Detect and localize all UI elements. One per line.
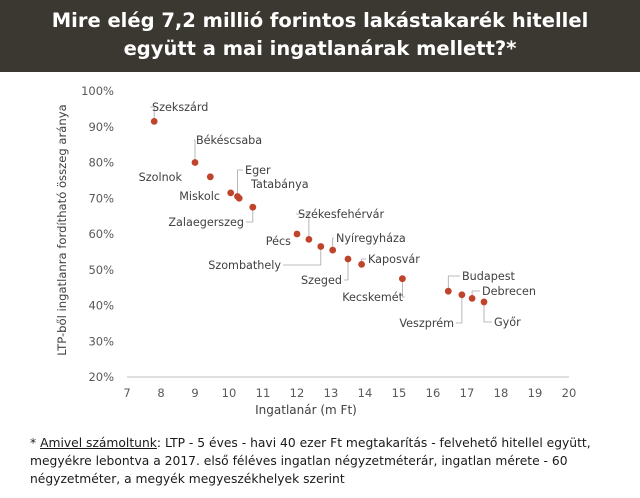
- y-tick-label-30: 30%: [88, 334, 114, 348]
- y-axis-title: LTP-ből ingatlanra fordítható összeg ará…: [55, 104, 69, 355]
- chart-svg: 20% 30% 40% 50% 60% 70% 80% 90% 100% 7 8 9 10 11 12 13 1…: [55, 84, 577, 417]
- y-tick-label-90: 90%: [88, 120, 114, 134]
- data-label-15: Veszprém: [399, 317, 454, 330]
- x-tick-label-10: 10: [222, 386, 237, 400]
- scatter-chart: 20% 30% 40% 50% 60% 70% 80% 90% 100% 7 8 9 10 11 12 13 1…: [0, 72, 640, 432]
- x-tick-label-16: 16: [426, 386, 441, 400]
- data-point-1: [191, 159, 199, 166]
- data-label-12: Kaposvár: [368, 253, 420, 266]
- leader-line-13: [401, 278, 405, 298]
- data-point-15: [458, 291, 466, 299]
- data-point-5: [235, 194, 243, 202]
- data-label-16: Debrecen: [482, 285, 536, 298]
- data-point-10: [329, 246, 337, 254]
- y-tick-label-20: 20%: [88, 370, 114, 384]
- data-label-7: Pécs: [266, 235, 291, 248]
- x-axis-title: Ingatlanár (m Ft): [255, 403, 357, 417]
- data-point-11: [344, 255, 352, 263]
- data-label-2: Szolnok: [139, 171, 183, 184]
- data-label-0: Szekszárd: [152, 101, 208, 114]
- data-label-10: Nyíregyháza: [336, 232, 406, 245]
- data-label-1: Békéscsaba: [196, 134, 262, 147]
- data-point-17: [480, 298, 488, 306]
- title-line-1: Mire elég 7,2 millió forintos lakástakar…: [51, 9, 589, 32]
- x-tick-label-19: 19: [528, 386, 543, 400]
- x-tick-label-12: 12: [290, 386, 305, 400]
- title-banner: Mire elég 7,2 millió forintos lakástakar…: [0, 0, 640, 72]
- data-label-11: Szeged: [301, 274, 342, 287]
- data-label-14: Budapest: [462, 270, 516, 283]
- data-point-0: [150, 117, 158, 125]
- footnote-text: : LTP - 5 éves - havi 40 ezer Ft megtaka…: [30, 436, 591, 486]
- footnote: * Amivel számoltunk: LTP - 5 éves - havi…: [30, 434, 630, 488]
- x-tick-label-18: 18: [494, 386, 509, 400]
- y-tick-label-70: 70%: [88, 191, 114, 205]
- data-label-13: Kecskemét: [342, 291, 403, 304]
- y-tick-label-100: 100%: [81, 84, 114, 98]
- x-tick-label-13: 13: [324, 386, 339, 400]
- y-tick-label-60: 60%: [88, 227, 114, 241]
- data-point-8: [305, 235, 313, 243]
- x-tick-label-7: 7: [123, 386, 130, 400]
- x-tick-label-14: 14: [358, 386, 373, 400]
- data-point-12: [358, 260, 365, 268]
- y-tick-label-50: 50%: [88, 263, 114, 277]
- leader-line-10: [332, 237, 334, 251]
- data-point-7: [293, 230, 301, 238]
- title-line-2: együtt a mai ingatlanárak mellett?*: [123, 37, 517, 60]
- x-tick-label-15: 15: [392, 386, 407, 400]
- x-tick-label-17: 17: [460, 386, 475, 400]
- leader-line-0: [150, 106, 155, 122]
- leader-line-17: [483, 301, 492, 323]
- x-tick-label-20: 20: [562, 386, 577, 400]
- x-tick-label-9: 9: [191, 386, 198, 400]
- data-label-5: Tatabánya: [250, 178, 309, 191]
- x-tick-label-8: 8: [157, 386, 164, 400]
- data-label-4: Eger: [245, 164, 271, 177]
- leader-line-9: [283, 246, 322, 266]
- data-label-8: Székesfehérvár: [298, 208, 385, 221]
- data-point-6: [249, 203, 257, 211]
- data-label-9: Szombathely: [208, 259, 281, 272]
- data-point-16: [468, 294, 476, 302]
- chart-title: Mire elég 7,2 millió forintos lakástakar…: [0, 7, 640, 63]
- leader-line-11: [344, 259, 349, 281]
- data-label-17: Győr: [494, 316, 521, 329]
- leader-line-6: [246, 207, 254, 223]
- y-tick-label-80: 80%: [88, 156, 114, 170]
- data-point-13: [399, 275, 406, 283]
- leader-line-8: [296, 213, 310, 240]
- y-tick-label-40: 40%: [88, 299, 114, 313]
- leader-line-4: [237, 169, 243, 197]
- footnote-star: *: [30, 436, 41, 450]
- x-tick-label-11: 11: [256, 386, 271, 400]
- leader-line-1: [194, 139, 196, 163]
- data-point-3: [227, 189, 235, 197]
- data-label-6: Zalaegerszeg: [168, 216, 244, 229]
- leader-line-15: [456, 294, 463, 324]
- leader-line-14: [447, 275, 460, 292]
- footnote-label: Amivel számoltunk: [40, 436, 157, 450]
- data-point-9: [317, 243, 325, 250]
- data-label-3: Miskolc: [179, 190, 220, 203]
- data-point-14: [444, 287, 452, 295]
- data-point-2: [206, 173, 214, 181]
